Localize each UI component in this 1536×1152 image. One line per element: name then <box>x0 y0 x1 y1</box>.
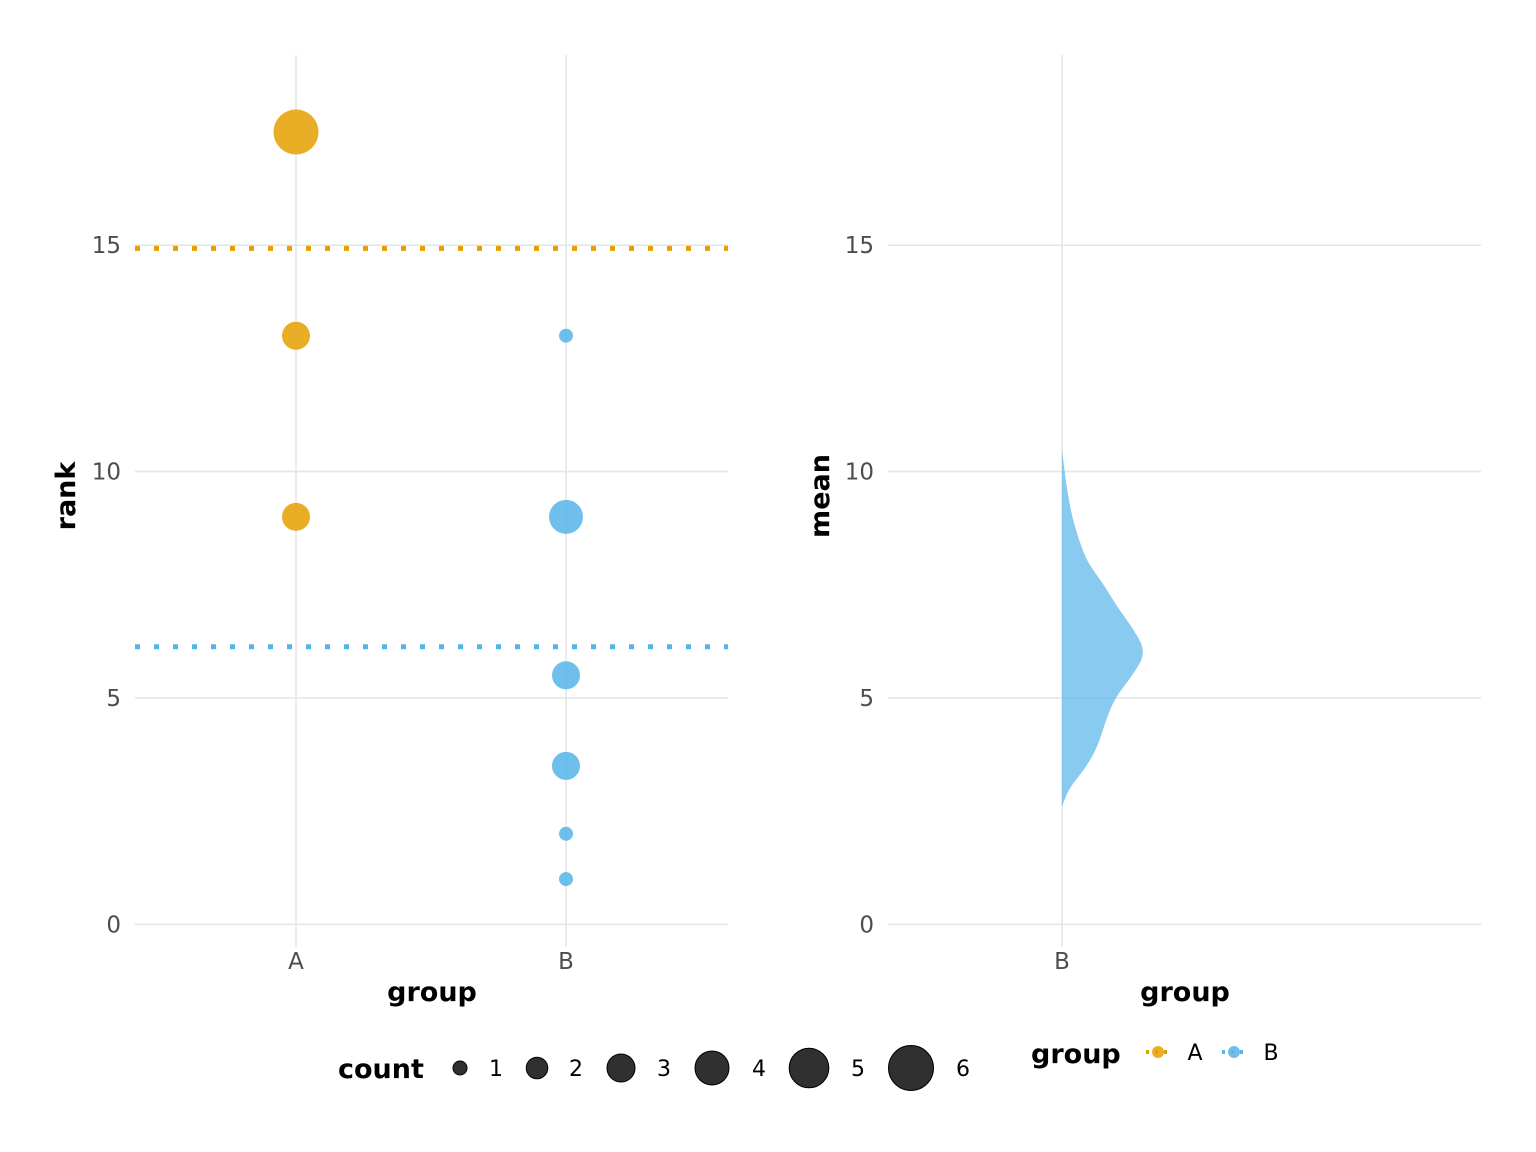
rank-y-tick-0: 0 <box>106 912 121 938</box>
count-key-label-4: 4 <box>752 1057 766 1082</box>
mean-y-tick-10: 10 <box>845 460 874 486</box>
count-key-2 <box>525 1056 549 1080</box>
rank-y-tick-15: 15 <box>92 233 121 259</box>
rank-x-tick-A: A <box>288 949 304 975</box>
count-key-label-5: 5 <box>851 1057 865 1082</box>
group-key-point-A <box>1152 1046 1164 1058</box>
point-B-4 <box>549 499 583 534</box>
rank-y-tick-labels: 0 5 10 15 <box>92 233 121 938</box>
mean-y-tick-15: 15 <box>845 233 874 259</box>
mean-x-axis-title: group <box>1140 977 1230 1008</box>
group-key-label-A: A <box>1187 1041 1202 1066</box>
group-key-point-B <box>1228 1046 1240 1058</box>
point-B-5 <box>551 661 581 690</box>
group-legend-title: group <box>1031 1039 1121 1070</box>
rank-x-axis-title: group <box>387 977 477 1008</box>
mean-x-tick-labels: B <box>1054 949 1070 975</box>
count-key-label-1: 1 <box>489 1057 503 1082</box>
mean-y-tick-5: 5 <box>859 686 874 712</box>
count-key-3 <box>606 1053 636 1083</box>
point-B-3 <box>559 328 573 343</box>
mean-reference-lines <box>135 245 728 650</box>
mean-panel-grid <box>888 55 1481 947</box>
rank-x-tick-B: B <box>558 949 574 975</box>
count-legend-keys: 1 2 3 4 5 6 <box>452 1045 970 1091</box>
rank-panel-grid <box>135 55 728 947</box>
rank-y-tick-5: 5 <box>106 686 121 712</box>
point-A-0 <box>273 109 319 155</box>
mean-y-tick-labels: 0 5 10 15 <box>845 233 874 938</box>
group-key-label-B: B <box>1263 1041 1278 1066</box>
count-key-label-3: 3 <box>657 1057 671 1082</box>
point-B-8 <box>559 872 573 887</box>
rank-y-axis-title: rank <box>51 461 82 531</box>
count-key-label-6: 6 <box>956 1057 970 1082</box>
mean-panel: 0 5 10 15 B group mean <box>805 55 1481 1008</box>
density-B <box>1062 448 1143 807</box>
count-key-label-2: 2 <box>569 1057 583 1082</box>
count-key-5 <box>788 1047 830 1089</box>
point-A-1 <box>281 321 311 350</box>
point-B-7 <box>559 826 573 841</box>
count-legend: count 1 2 3 4 5 6 <box>338 1045 970 1091</box>
rank-points <box>273 109 583 887</box>
point-A-2 <box>281 502 311 531</box>
mean-density <box>1062 448 1143 807</box>
mean-x-tick-B: B <box>1054 949 1070 975</box>
point-B-6 <box>551 751 581 780</box>
rank-y-tick-10: 10 <box>92 460 121 486</box>
mean-y-axis-title: mean <box>805 454 836 538</box>
count-key-6 <box>888 1045 934 1091</box>
count-key-4 <box>694 1050 730 1086</box>
count-legend-title: count <box>338 1054 424 1085</box>
mean-y-tick-0: 0 <box>859 912 874 938</box>
count-key-1 <box>452 1060 468 1076</box>
